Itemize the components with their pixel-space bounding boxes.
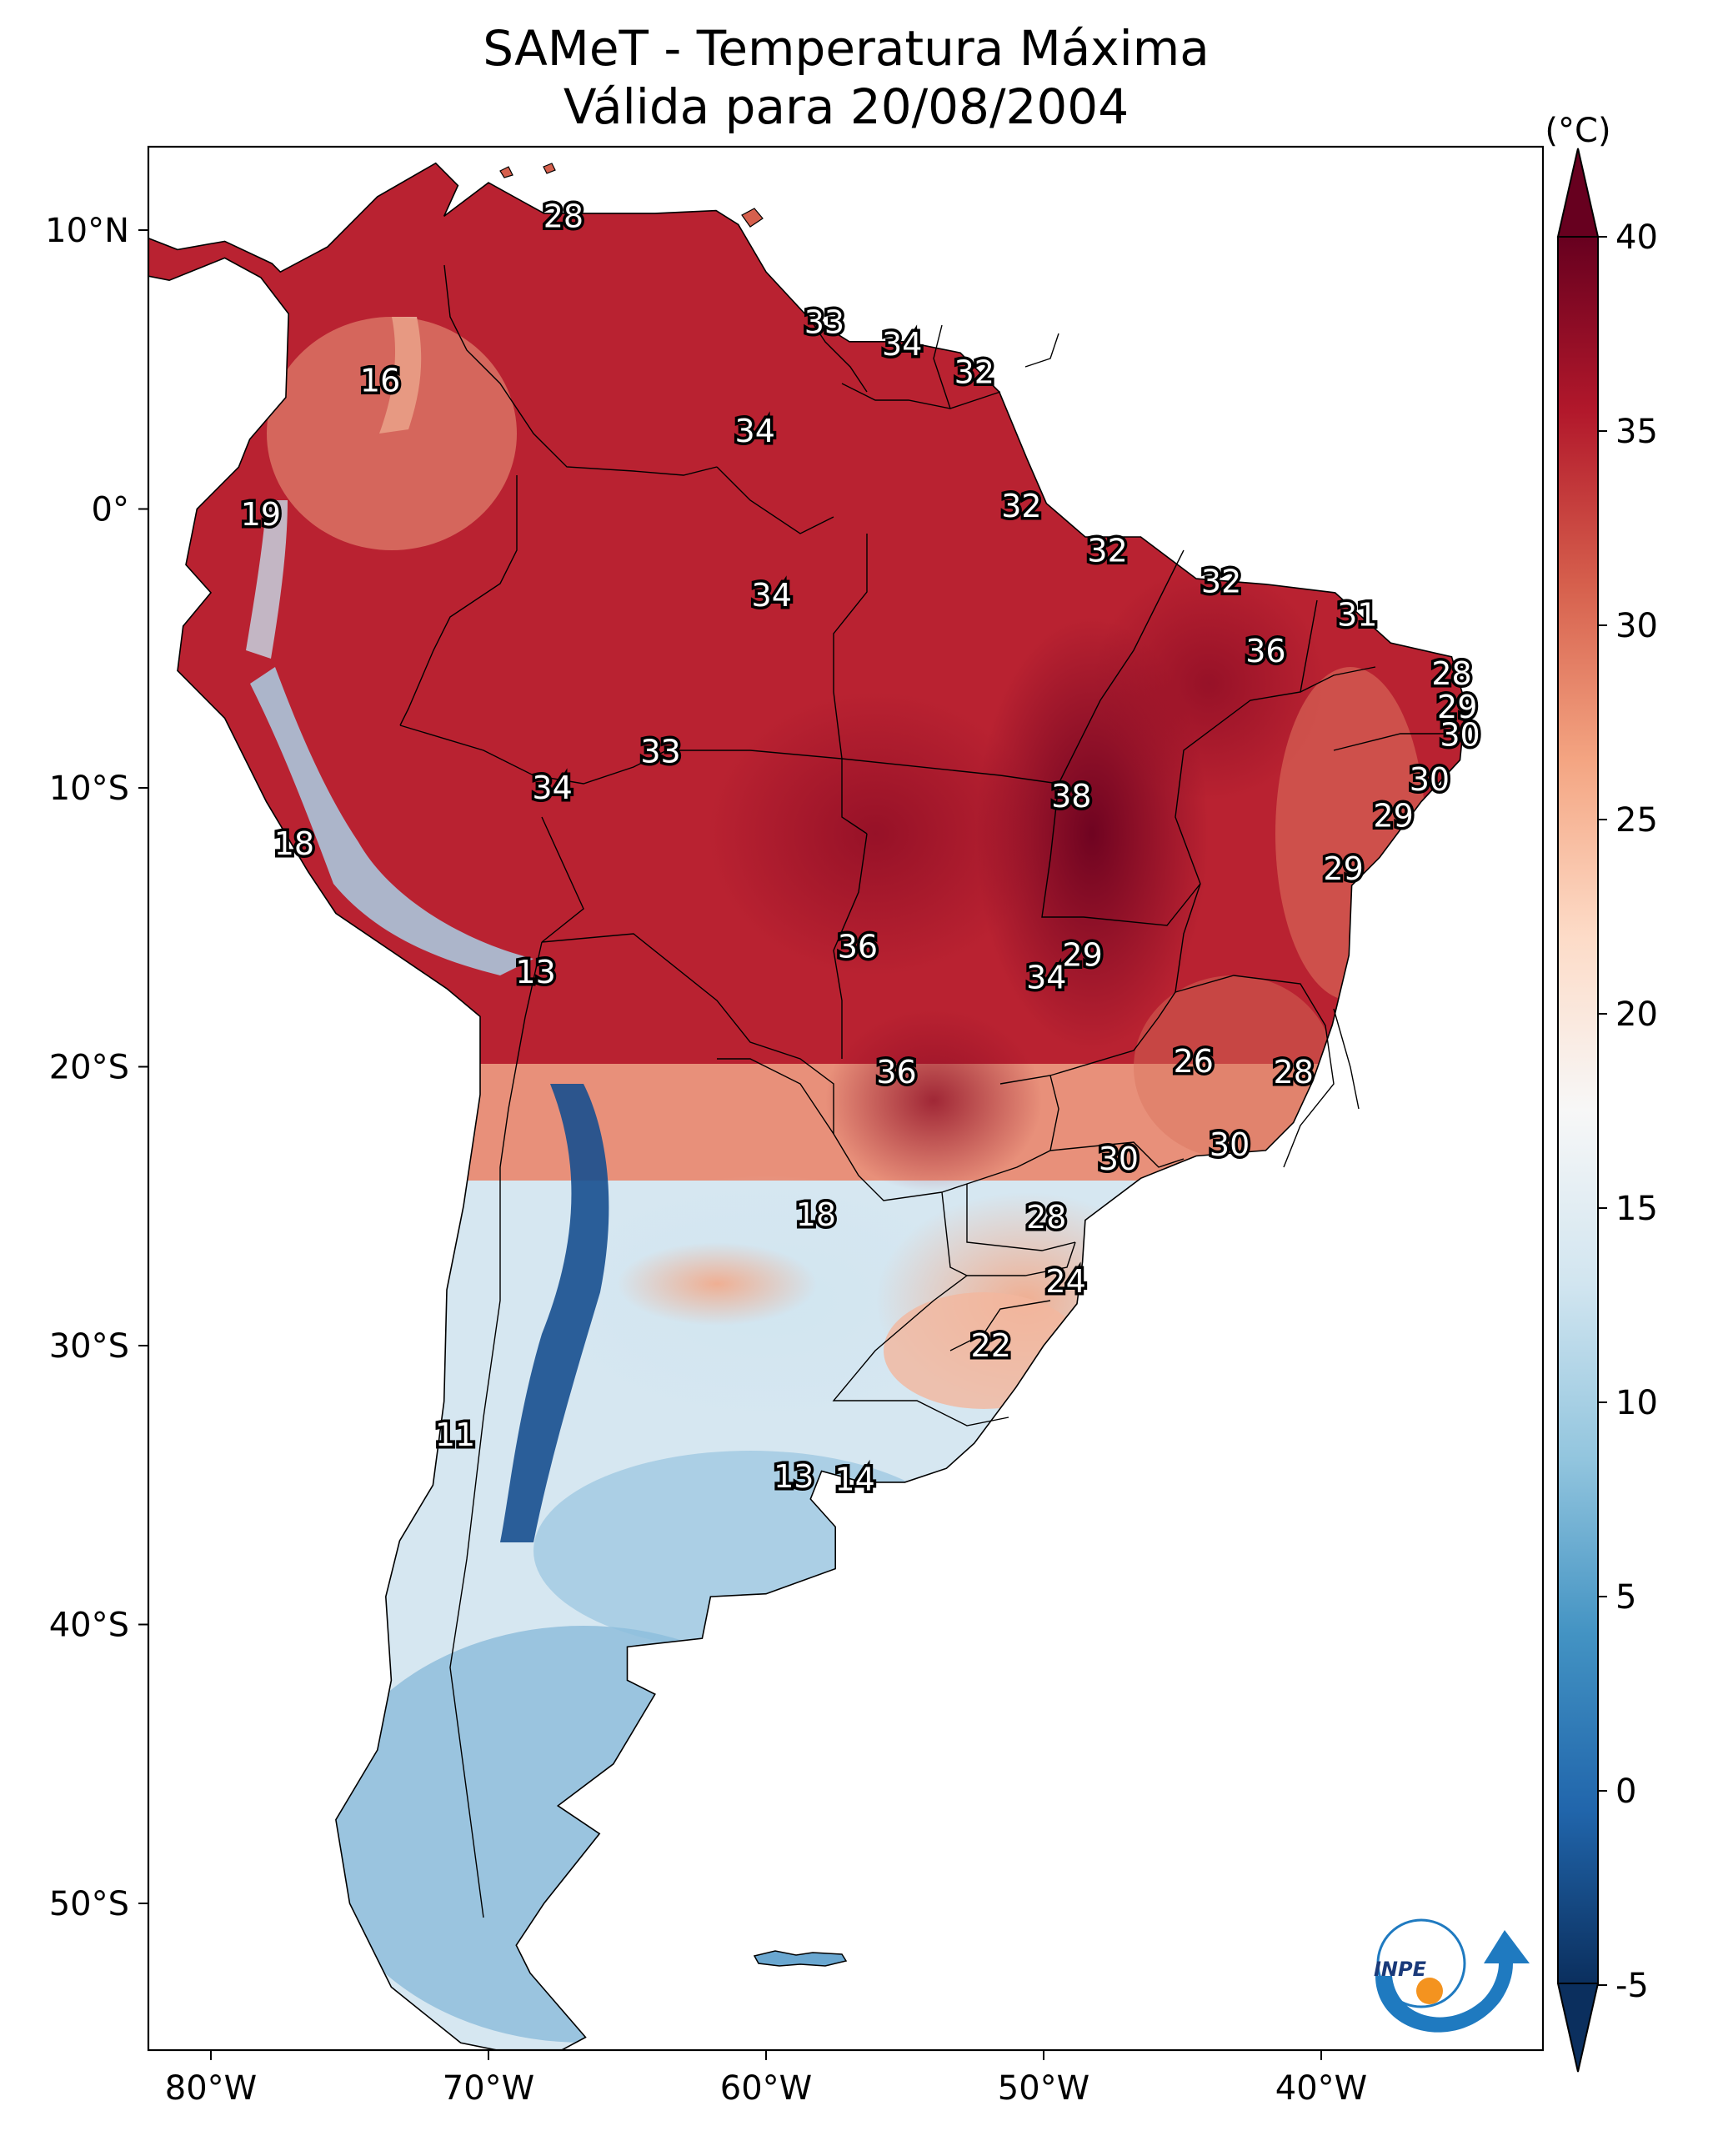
colorbar-tick-label: 15	[1615, 1190, 1658, 1228]
colorbar-tick-label: 10	[1615, 1384, 1658, 1422]
field-hotspot-ms	[825, 1009, 1042, 1192]
contour-label: 32	[954, 354, 994, 391]
latitude-axis: 10°N 0° 10°S 20°S 30°S 40°S 50°S	[45, 212, 148, 1923]
colorbar-tick-label: 30	[1615, 607, 1658, 645]
latitude-tick-label: 10°S	[49, 770, 129, 808]
colorbar-tick-label: 35	[1615, 413, 1658, 451]
contour-label: 34	[532, 770, 572, 806]
map-panel	[148, 147, 1543, 2050]
colorbar: (°C) 40 35 30 25 20 15 10 5 0 -5	[1545, 112, 1658, 2073]
field-colombia-pale	[267, 317, 517, 550]
latitude-tick-label: 50°S	[49, 1885, 129, 1923]
contour-label: 26	[1174, 1043, 1214, 1080]
contour-label: 18	[274, 825, 314, 862]
logo-orbit	[1376, 1918, 1466, 2008]
map-frame	[147, 145, 1545, 2052]
contour-label: 28	[543, 198, 584, 234]
contour-label: 34	[1026, 960, 1066, 996]
country-borders	[399, 264, 1450, 1918]
colorbar-bottom-extension	[1556, 1983, 1600, 2073]
contour-label: 30	[1440, 716, 1480, 753]
longitude-axis: 80°W 70°W 60°W 50°W 40°W	[165, 2050, 1367, 2108]
colorbar-tick-label: 25	[1615, 801, 1658, 840]
contour-label: 32	[1087, 533, 1127, 569]
map-title-line2: Válida para 20/08/2004	[563, 78, 1129, 135]
logo-text: INPE	[1374, 1958, 1427, 1981]
contour-labels: 2816193334323432323231343628293030292933…	[238, 195, 1483, 1501]
contour-label: 33	[804, 303, 844, 340]
latitude-tick-label: 20°S	[49, 1049, 129, 1087]
longitude-tick-label: 70°W	[443, 2069, 534, 2108]
contour-label: 29	[1373, 798, 1413, 835]
contour-label: 31	[1337, 597, 1377, 634]
field-hotspot-mato-grosso	[709, 692, 1042, 975]
contour-label: 34	[882, 326, 922, 363]
contour-label: 32	[1201, 564, 1241, 600]
contour-label: 16	[360, 363, 400, 399]
colorbar-top-extension	[1556, 148, 1600, 238]
longitude-tick-label: 50°W	[998, 2069, 1089, 2108]
contour-label: 29	[1437, 689, 1477, 725]
contour-label: 32	[1001, 488, 1041, 524]
contour-label: 30	[1099, 1141, 1139, 1177]
field-andes-peru	[250, 667, 533, 975]
contour-label: 19	[241, 496, 281, 533]
inpe-logo: INPE	[1374, 1918, 1530, 2033]
field-andes-cold	[500, 1084, 609, 1542]
contour-label: 29	[1062, 937, 1102, 974]
contour-label: 38	[1051, 778, 1091, 815]
falkland-islands	[753, 1950, 848, 1967]
caribbean-islands	[499, 163, 764, 228]
continent-coastline	[148, 162, 1467, 2050]
contour-label: 33	[640, 734, 680, 770]
latitude-tick-label: 0°	[92, 491, 129, 529]
colorbar-tick-label: 40	[1615, 218, 1658, 257]
contour-label: 29	[1323, 850, 1363, 887]
contour-label: 30	[1210, 1126, 1250, 1163]
contour-label: 34	[752, 577, 792, 614]
latitude-tick-label: 10°N	[45, 212, 129, 250]
colorbar-tick-label: 20	[1615, 995, 1658, 1034]
contour-label: 34	[735, 413, 775, 449]
colorbar-tick-label: 0	[1615, 1772, 1636, 1811]
longitude-tick-label: 80°W	[165, 2069, 257, 2108]
map-title-line1: SAMeT - Temperatura Máxima	[483, 20, 1210, 77]
contour-label: 14	[834, 1462, 874, 1498]
contour-label: 22	[971, 1327, 1011, 1364]
colorbar-ticks: 40 35 30 25 20 15 10 5 0 -5	[1598, 218, 1658, 2005]
colorbar-tick-label: 5	[1615, 1578, 1636, 1617]
longitude-tick-label: 40°W	[1275, 2069, 1367, 2108]
colorbar-tick-label: -5	[1615, 1967, 1649, 2005]
contour-label: 18	[796, 1196, 836, 1233]
field-hotspot-maranhao	[1092, 567, 1325, 800]
logo-sun-dot	[1416, 1978, 1443, 2004]
longitude-tick-label: 60°W	[720, 2069, 812, 2108]
contour-label: 36	[1245, 633, 1285, 669]
contour-label: 11	[435, 1416, 475, 1453]
latitude-tick-label: 30°S	[49, 1327, 129, 1366]
contour-label: 13	[515, 954, 555, 990]
field-chaco-warm	[617, 1242, 817, 1326]
contour-label: 13	[774, 1458, 814, 1495]
contour-label: 36	[838, 929, 878, 965]
colorbar-unit: (°C)	[1545, 112, 1610, 150]
contour-label: 28	[1431, 655, 1471, 692]
contour-label: 30	[1410, 761, 1450, 798]
colorbar-body	[1557, 236, 1599, 1984]
contour-label: 24	[1045, 1263, 1085, 1300]
contour-label: 28	[1026, 1199, 1066, 1236]
contour-label: 28	[1274, 1054, 1314, 1091]
field-southeast-warm	[1134, 975, 1334, 1159]
latitude-tick-label: 40°S	[49, 1607, 129, 1645]
logo-swoosh	[1375, 1930, 1530, 2033]
field-andes-ecuador	[246, 500, 288, 659]
contour-label: 36	[876, 1054, 916, 1091]
